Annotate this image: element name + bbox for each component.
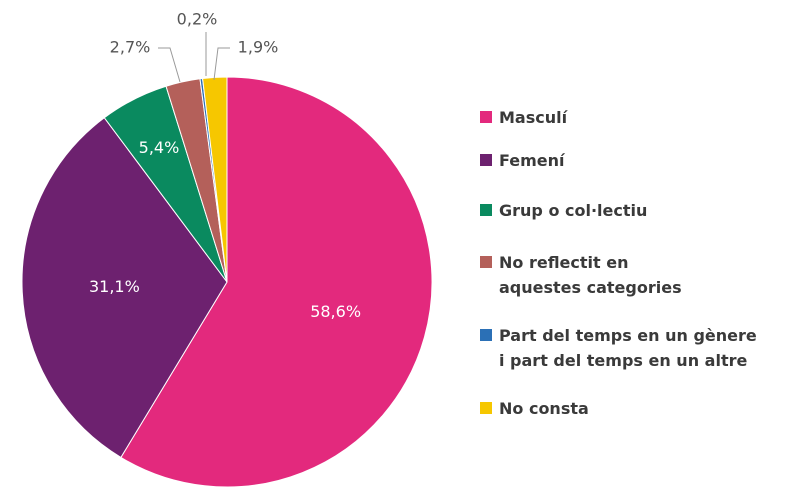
legend-label: No reflectit en aquestes categories: [499, 253, 682, 297]
pie-area: 58,6% 31,1% 5,4% 2,7% 0,2% 1,9%: [21, 10, 433, 488]
legend-label: Grup o col·lectiu: [499, 201, 648, 220]
data-label: 5,4%: [139, 138, 180, 157]
leader-line: [213, 47, 230, 81]
legend-swatch: [480, 154, 492, 166]
legend-swatch: [480, 111, 492, 123]
legend-label: Part del temps en un gènere i part del t…: [499, 326, 757, 370]
data-label: 31,1%: [89, 277, 140, 296]
data-label: 58,6%: [310, 302, 361, 321]
pie-slice: [21, 117, 228, 459]
data-label: 0,2%: [177, 10, 218, 29]
data-label: 2,7%: [110, 38, 151, 57]
legend-swatch: [480, 204, 492, 216]
legend-label: No consta: [499, 399, 589, 418]
legend-swatch: [480, 256, 492, 268]
data-label: 1,9%: [238, 38, 279, 57]
legend-label: Masculí: [499, 108, 568, 127]
leader-line: [158, 47, 181, 83]
legend-swatch: [480, 329, 492, 341]
legend-label: Femení: [499, 151, 565, 170]
legend-swatch: [480, 402, 492, 414]
pie-slice: [120, 76, 433, 488]
